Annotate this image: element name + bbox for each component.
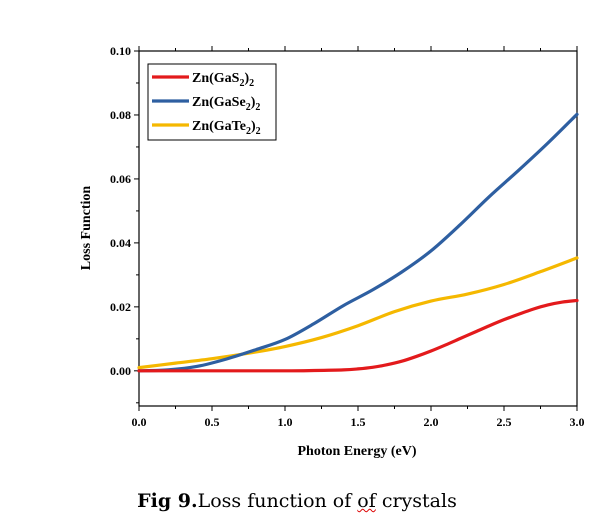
y-tick-label: 0.02 — [110, 300, 131, 314]
caption-prefix: Fig 9. — [137, 490, 198, 512]
x-tick-label: 3.0 — [570, 415, 585, 429]
legend-subscript: 2 — [239, 78, 244, 89]
legend-label: Zn(GaS2)2 — [192, 71, 254, 89]
x-tick-label: 2.5 — [497, 415, 512, 429]
x-axis-title: Photon Energy (eV) — [298, 444, 417, 459]
caption-text-before: Loss function of — [197, 490, 358, 512]
y-tick-label: 0.08 — [110, 108, 131, 122]
series-line-zn-gase2-2 — [137, 112, 579, 373]
legend-text: ) — [251, 119, 256, 134]
legend-subscript: 2 — [246, 102, 251, 113]
series-line-zn-gate2-2 — [137, 256, 579, 370]
x-tick-label: 2.0 — [424, 415, 439, 429]
y-tick-label: 0.10 — [110, 44, 131, 58]
series-layer — [137, 112, 579, 373]
legend-subscript: 2 — [256, 126, 261, 137]
x-tick-label: 0.0 — [132, 415, 147, 429]
legend-text: Zn(GaSe — [192, 95, 246, 110]
y-tick-label: 0.04 — [110, 236, 131, 250]
legend-text: ) — [244, 71, 249, 86]
legend-subscript: 2 — [249, 78, 254, 89]
y-tick-label: 0.00 — [110, 364, 131, 378]
legend-text: ) — [251, 95, 256, 110]
legend: Zn(GaS2)2Zn(GaSe2)2Zn(GaTe2)2 — [147, 63, 277, 141]
caption-text-after: crystals — [375, 490, 457, 512]
x-tick-label: 1.0 — [278, 415, 293, 429]
caption-squiggle-word: of — [357, 490, 376, 512]
axes-layer: 0.0 0.5 1.0 1.5 2.0 2.5 3.0 0.00 0.02 0.04 0.06 0.0… — [110, 44, 585, 429]
y-axis-title: Loss Function — [79, 186, 94, 271]
legend-subscript: 2 — [246, 126, 251, 137]
x-tick-label: 0.5 — [205, 415, 220, 429]
legend-label: Zn(GaTe2)2 — [192, 119, 261, 137]
legend-text: Zn(GaTe — [192, 119, 246, 134]
legend-subscript: 2 — [255, 102, 260, 113]
y-tick-label: 0.06 — [110, 172, 131, 186]
legend-label: Zn(GaSe2)2 — [192, 95, 260, 113]
loss-function-chart: 0.0 0.5 1.0 1.5 2.0 2.5 3.0 0.00 0.02 0.04 0.06 0.0… — [79, 44, 585, 459]
series-line-zn-gas2-2 — [137, 298, 579, 373]
x-tick-label: 1.5 — [351, 415, 366, 429]
figure-caption: Fig 9.Loss function of of crystals — [0, 490, 594, 512]
legend-text: Zn(GaS — [192, 71, 240, 86]
